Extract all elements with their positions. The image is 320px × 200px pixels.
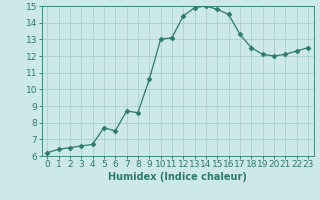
X-axis label: Humidex (Indice chaleur): Humidex (Indice chaleur) [108, 172, 247, 182]
